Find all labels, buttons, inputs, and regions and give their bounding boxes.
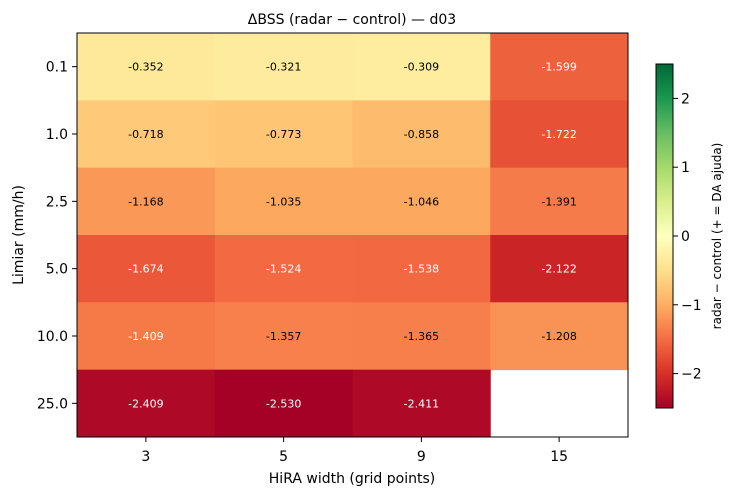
x-tick-label: 15 xyxy=(550,449,568,465)
cell-value-label: -1.035 xyxy=(266,195,301,208)
heatmap-cell xyxy=(77,100,216,169)
heatmap-cell xyxy=(490,235,629,303)
heatmap-cell xyxy=(214,369,353,438)
y-tick-label: 5.0 xyxy=(46,262,68,278)
heatmap-cell xyxy=(490,33,629,101)
cell-value-label: -1.168 xyxy=(128,195,163,208)
y-tick-label: 1.0 xyxy=(46,127,68,143)
cell-value-label: -1.674 xyxy=(128,263,163,276)
cell-value-label: -1.391 xyxy=(541,195,576,208)
colorbar-label: radar − control (+ = DA ajuda) xyxy=(710,143,724,330)
heatmap-cell xyxy=(77,302,216,371)
y-tick-label: 25.0 xyxy=(37,396,68,412)
heatmap-cell-labels: -0.352 -0.321 -0.309 -1.599 -0.718 -0.773 -0.8… xyxy=(128,61,577,411)
colorbar-gradient xyxy=(655,63,674,409)
cell-value-label: -1.357 xyxy=(266,330,301,343)
heatmap-cell xyxy=(214,167,353,236)
cell-value-label: -2.409 xyxy=(128,397,163,410)
heatmap-cell xyxy=(490,167,629,236)
cell-value-label: -0.321 xyxy=(266,61,301,74)
cell-value-label: -0.858 xyxy=(404,128,439,141)
heatmap-cell xyxy=(352,235,491,303)
heatmap-cell xyxy=(352,33,491,101)
colorbar-ticks: −2 −1 0 1 2 xyxy=(673,91,702,383)
y-tick-label: 0.1 xyxy=(46,60,68,76)
cell-value-label: -1.599 xyxy=(541,61,576,74)
cell-value-label: -2.411 xyxy=(404,397,439,410)
colorbar: −2 −1 0 1 2 radar − control (+ = DA ajuda) xyxy=(655,63,724,409)
colorbar-tick-label: 0 xyxy=(681,229,690,245)
cell-value-label: -2.122 xyxy=(541,263,576,276)
heatmap-cells xyxy=(77,33,629,438)
heatmap-cell xyxy=(214,302,353,371)
heatmap-cell xyxy=(352,100,491,169)
colorbar-tick-label: 2 xyxy=(681,91,690,107)
heatmap-cell xyxy=(77,33,216,101)
cell-value-label: -1.365 xyxy=(404,330,439,343)
colorbar-tick-label: 1 xyxy=(681,160,690,176)
heatmap-cell xyxy=(77,235,216,303)
x-axis-label: HiRA width (grid points) xyxy=(269,471,435,487)
cell-value-label: -2.530 xyxy=(266,397,301,410)
cell-value-label: -1.524 xyxy=(266,263,301,276)
heatmap-cell xyxy=(352,302,491,371)
heatmap-cell xyxy=(77,369,216,438)
cell-value-label: -0.352 xyxy=(128,61,163,74)
x-tick-label: 9 xyxy=(417,449,426,465)
cell-value-label: -1.208 xyxy=(541,330,576,343)
cell-value-label: -0.773 xyxy=(266,128,301,141)
heatmap-cell xyxy=(214,100,353,169)
y-axis: 0.1 1.0 2.5 5.0 10.0 25.0 xyxy=(37,60,77,412)
x-axis: 3 5 9 15 xyxy=(141,437,568,465)
x-tick-label: 3 xyxy=(141,449,150,465)
cell-value-label: -0.309 xyxy=(404,61,439,74)
y-axis-label: Limiar (mm/h) xyxy=(11,185,27,285)
heatmap-cell xyxy=(490,302,629,371)
heatmap-cell xyxy=(214,33,353,101)
heatmap-cell xyxy=(214,235,353,303)
cell-value-label: -1.722 xyxy=(541,128,576,141)
colorbar-tick-label: −1 xyxy=(681,298,702,314)
y-tick-label: 10.0 xyxy=(37,329,68,345)
cell-value-label: -1.538 xyxy=(404,263,439,276)
chart-title: ΔBSS (radar − control) — d03 xyxy=(248,12,456,28)
heatmap-cell xyxy=(352,369,491,438)
heatmap-cell xyxy=(490,100,629,169)
x-tick-label: 5 xyxy=(279,449,288,465)
colorbar-tick-label: −2 xyxy=(681,367,702,383)
cell-value-label: -0.718 xyxy=(128,128,163,141)
heatmap-cell xyxy=(352,167,491,236)
heatmap-cell xyxy=(77,167,216,236)
cell-value-label: -1.409 xyxy=(128,330,163,343)
cell-value-label: -1.046 xyxy=(404,195,439,208)
plot-frame xyxy=(76,32,629,438)
y-tick-label: 2.5 xyxy=(46,194,68,210)
